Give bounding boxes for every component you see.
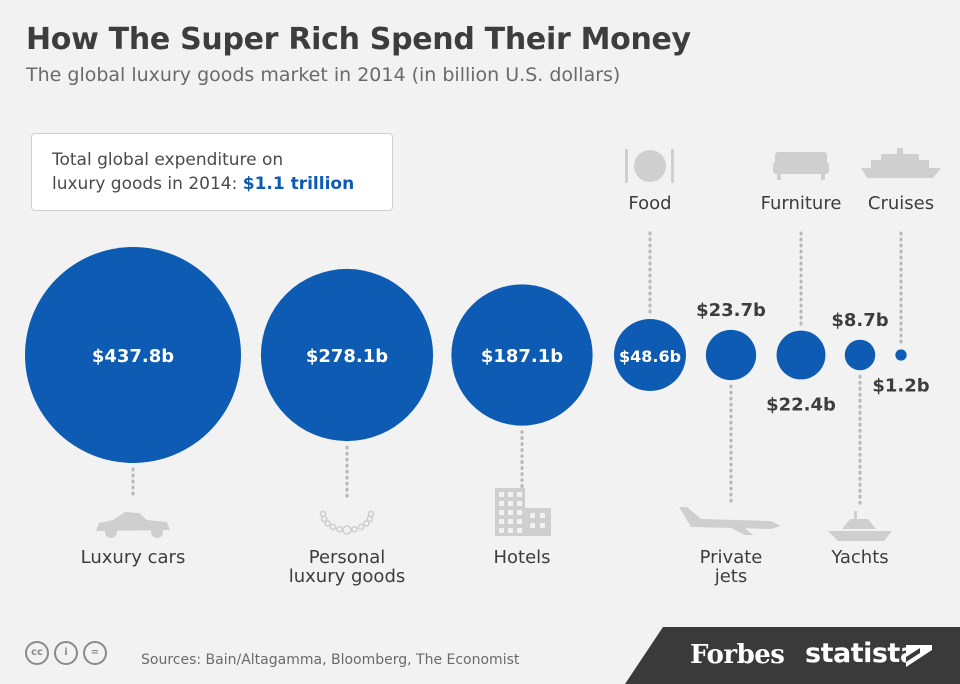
footer-brand-band xyxy=(625,627,960,684)
bubble-private-jets xyxy=(705,329,757,381)
chart-subtitle: The global luxury goods market in 2014 (… xyxy=(26,64,621,86)
category-label-private-jets-line1: Private xyxy=(700,547,763,568)
value-label-luxury-cars: $437.8b xyxy=(92,346,174,367)
total-box-value: $1.1 trillion xyxy=(242,174,355,194)
bubble-food xyxy=(614,319,686,391)
chart-title: How The Super Rich Spend Their Money xyxy=(26,22,691,57)
category-label-cruises: Cruises xyxy=(868,193,934,214)
statista-logo: statista xyxy=(805,638,918,669)
category-label-luxury-cars: Luxury cars xyxy=(81,547,186,568)
value-label-hotels: $187.1b xyxy=(481,346,563,367)
value-label-private-jets: $23.7b xyxy=(696,300,766,321)
bubble-luxury-cars xyxy=(25,247,241,463)
necklace-icon xyxy=(319,510,375,535)
plate-icon xyxy=(625,149,674,183)
category-label-food: Food xyxy=(628,193,671,214)
category-label-personal-luxury-goods-line1: Personal xyxy=(309,547,386,568)
forbes-logo: Forbes xyxy=(690,640,785,670)
sofa-icon xyxy=(773,152,829,180)
total-box-line1: Total global expenditure on xyxy=(52,150,284,170)
total-box-line2-prefix: luxury goods in 2014: xyxy=(52,174,243,194)
cruise-ship-icon xyxy=(861,148,941,178)
bubble-furniture xyxy=(776,330,826,380)
cc-icon: cc xyxy=(25,641,49,665)
nd-icon: = xyxy=(83,641,107,665)
value-label-personal-luxury-goods: $278.1b xyxy=(306,346,388,367)
category-label-private-jets-line2: jets xyxy=(714,566,748,587)
category-label-furniture: Furniture xyxy=(761,193,842,214)
category-label-hotels: Hotels xyxy=(493,547,550,568)
bubble-personal-luxury-goods xyxy=(260,268,434,442)
statista-mark-icon xyxy=(906,645,932,667)
hotel-icon xyxy=(495,488,551,536)
sources-text: Sources: Bain/Altagamma, Bloomberg, The … xyxy=(141,652,520,668)
value-label-cruises: $1.2b xyxy=(872,376,929,397)
category-label-personal-luxury-goods-line2: luxury goods xyxy=(289,566,406,587)
jet-icon xyxy=(679,507,781,535)
value-label-yachts: $8.7b xyxy=(831,310,888,331)
value-label-food: $48.6b xyxy=(619,347,681,366)
license-icons: cc i = xyxy=(25,640,112,665)
value-label-furniture: $22.4b xyxy=(766,394,836,415)
bubble-cruises xyxy=(895,349,907,361)
car-icon xyxy=(96,512,170,538)
total-box-line2: luxury goods in 2014: $1.1 trillion xyxy=(52,172,372,196)
total-expenditure-box: Total global expenditure on luxury goods… xyxy=(31,133,393,211)
by-icon: i xyxy=(54,641,78,665)
yacht-icon xyxy=(828,511,892,541)
bubble-hotels xyxy=(451,284,593,426)
category-label-yachts: Yachts xyxy=(830,547,888,568)
bubble-yachts xyxy=(844,339,876,371)
